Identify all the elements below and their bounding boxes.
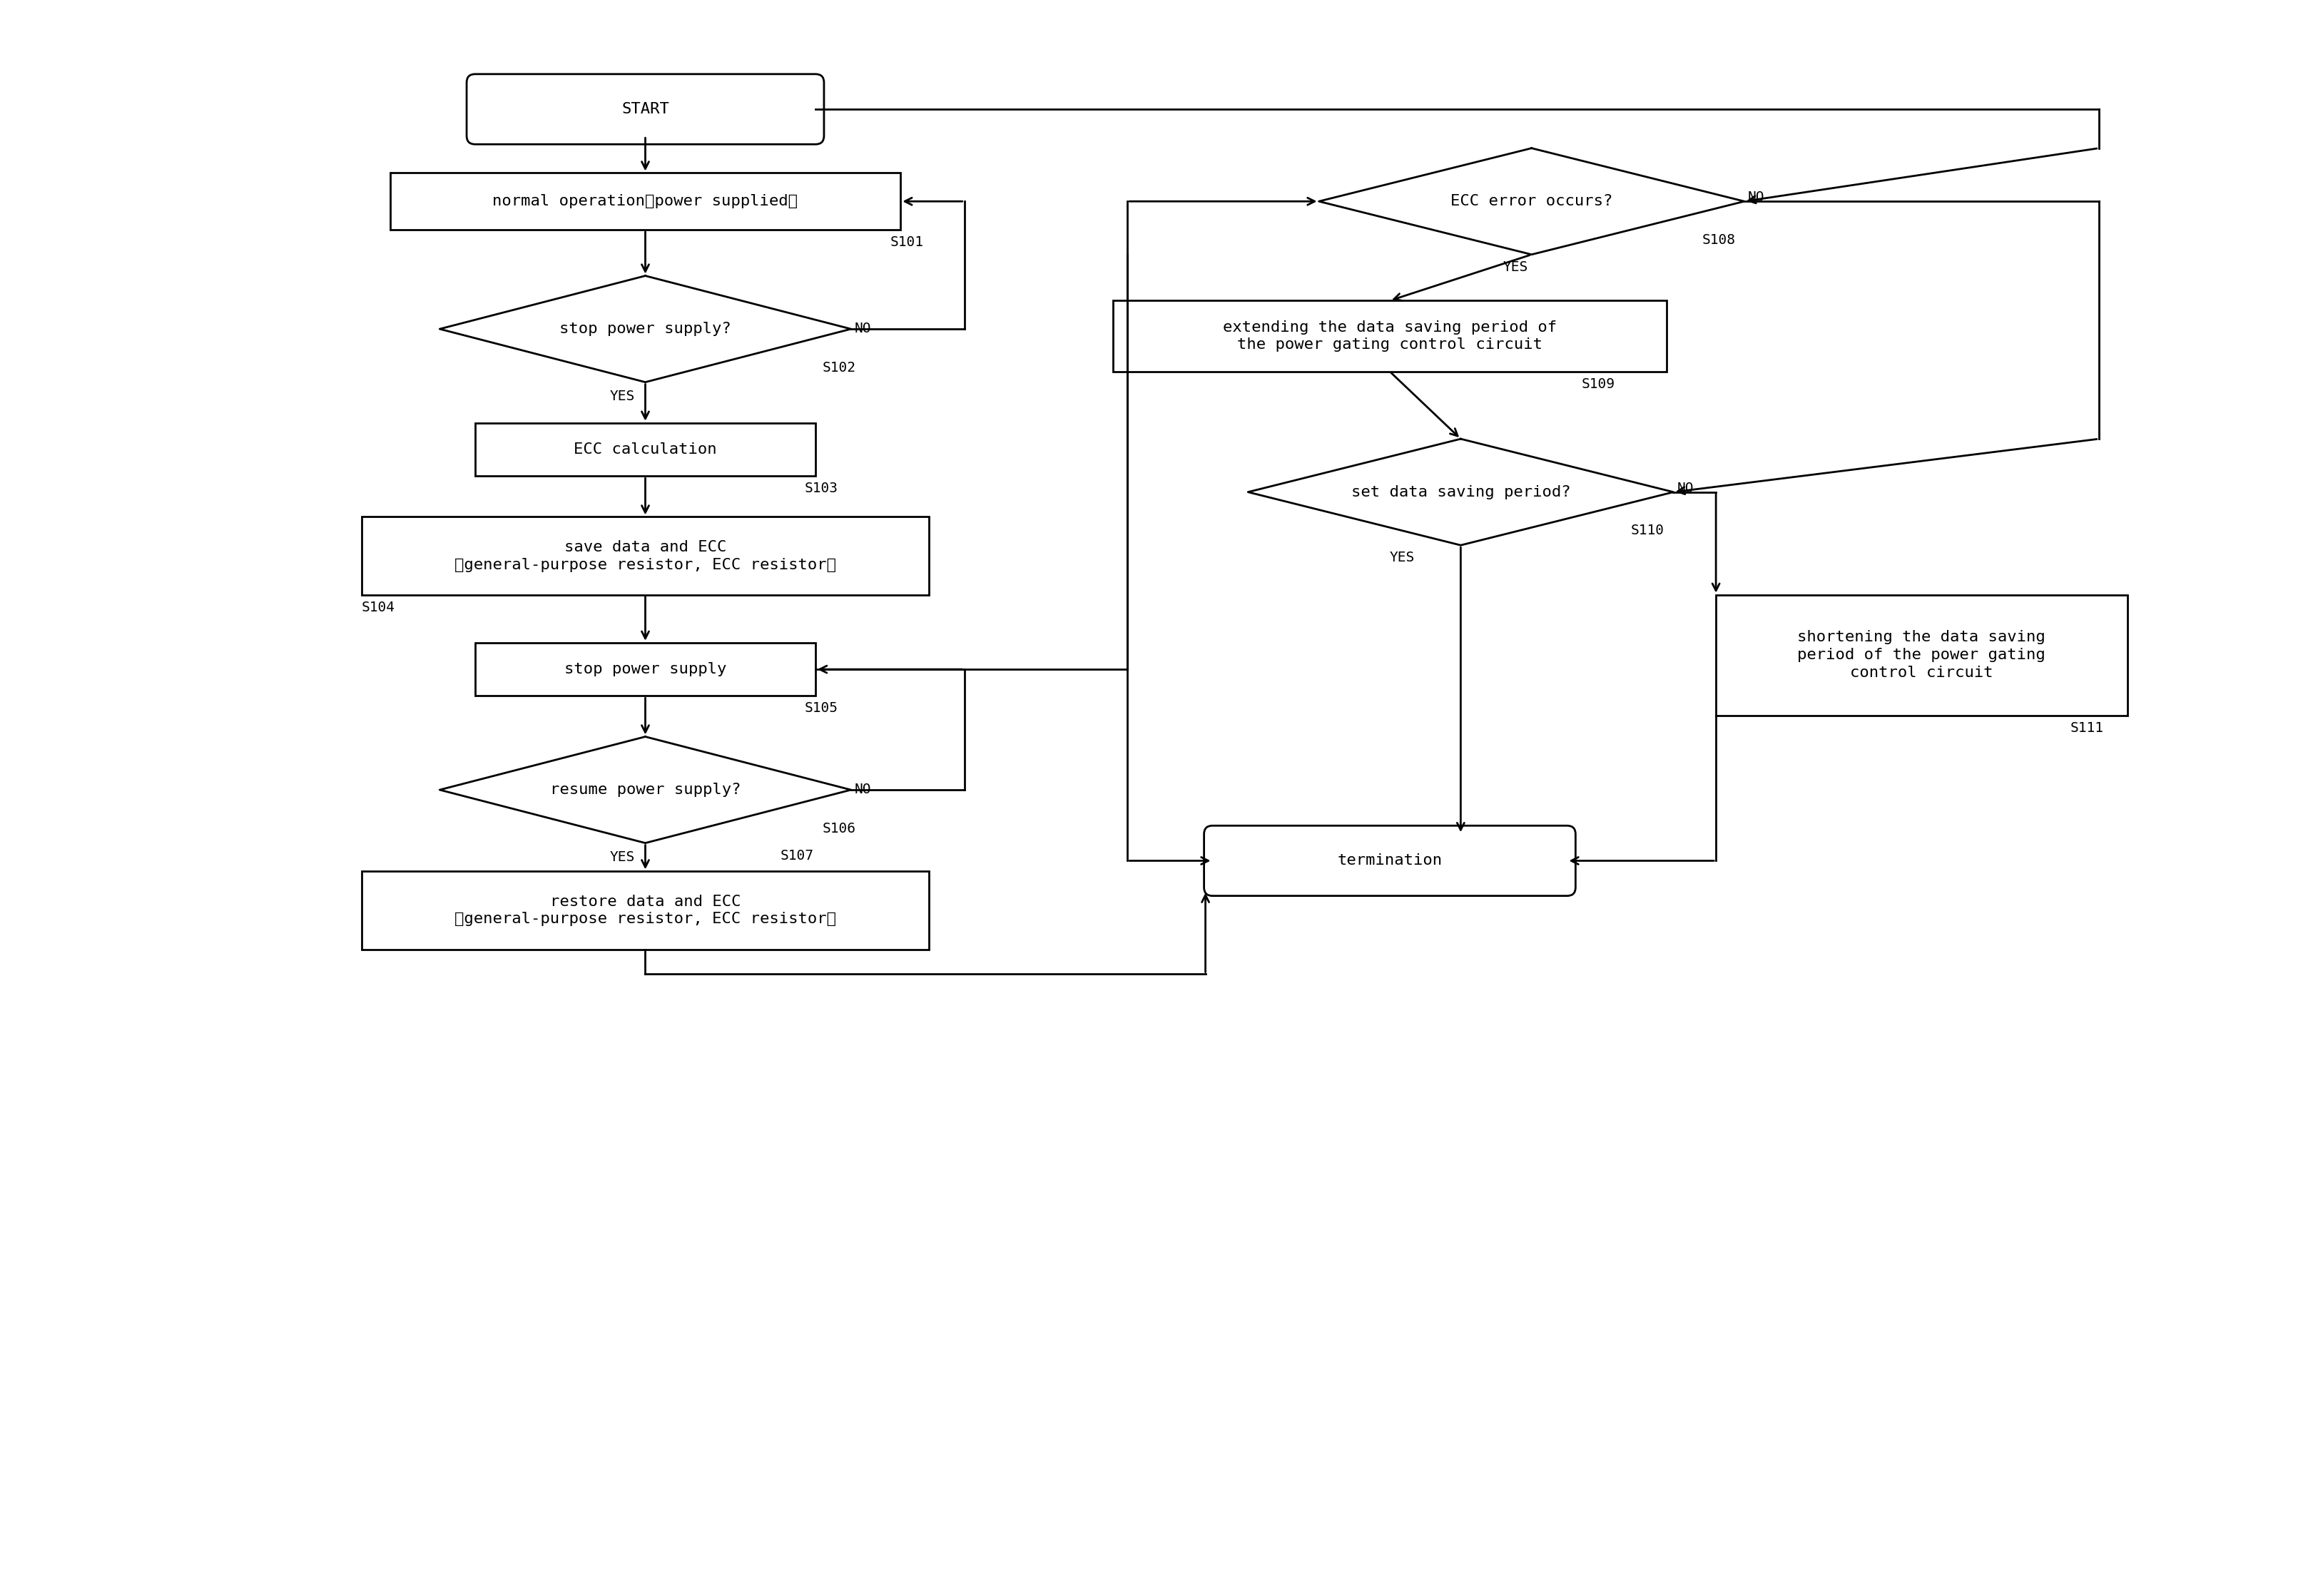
Text: S111: S111 <box>2070 721 2105 734</box>
Text: YES: YES <box>610 389 635 402</box>
Text: S109: S109 <box>1581 377 1616 391</box>
Text: restore data and ECC
（general-purpose resistor, ECC resistor）: restore data and ECC （general-purpose re… <box>454 894 837 926</box>
Text: normal operation（power supplied）: normal operation（power supplied） <box>494 195 797 209</box>
Polygon shape <box>1247 439 1674 546</box>
Polygon shape <box>440 276 851 381</box>
Text: S106: S106 <box>823 822 855 835</box>
Text: YES: YES <box>1391 551 1414 565</box>
Text: S104: S104 <box>362 600 396 614</box>
Text: NO: NO <box>1748 190 1764 204</box>
Text: save data and ECC
（general-purpose resistor, ECC resistor）: save data and ECC （general-purpose resis… <box>454 539 837 571</box>
Bar <box>1715 595 2128 715</box>
FancyBboxPatch shape <box>466 73 823 144</box>
Text: NO: NO <box>855 782 872 796</box>
Text: set data saving period?: set data saving period? <box>1351 485 1569 500</box>
Text: termination: termination <box>1337 854 1442 868</box>
Bar <box>475 643 816 696</box>
Text: S102: S102 <box>823 361 855 375</box>
Text: S107: S107 <box>781 849 814 862</box>
Text: shortening the data saving
period of the power gating
control circuit: shortening the data saving period of the… <box>1796 630 2044 680</box>
Text: stop power supply?: stop power supply? <box>559 322 730 337</box>
Text: S105: S105 <box>804 702 839 715</box>
Text: S101: S101 <box>890 235 923 249</box>
Bar <box>475 423 816 476</box>
Text: YES: YES <box>1504 260 1528 275</box>
Text: S110: S110 <box>1632 523 1664 538</box>
Polygon shape <box>1319 148 1745 254</box>
Bar <box>362 517 930 595</box>
Text: ECC calculation: ECC calculation <box>575 442 716 456</box>
Text: S108: S108 <box>1701 233 1736 247</box>
Text: ECC error occurs?: ECC error occurs? <box>1451 195 1613 209</box>
Bar <box>362 871 930 950</box>
Text: NO: NO <box>1676 482 1694 495</box>
Polygon shape <box>440 737 851 843</box>
Text: NO: NO <box>855 322 872 335</box>
Text: extending the data saving period of
the power gating control circuit: extending the data saving period of the … <box>1224 321 1558 353</box>
FancyBboxPatch shape <box>1203 825 1576 895</box>
Bar <box>1113 300 1667 372</box>
Text: YES: YES <box>610 851 635 863</box>
Text: stop power supply: stop power supply <box>563 662 726 677</box>
Text: S103: S103 <box>804 482 839 495</box>
Bar <box>389 172 902 230</box>
Text: START: START <box>621 102 670 117</box>
Text: resume power supply?: resume power supply? <box>549 782 742 796</box>
